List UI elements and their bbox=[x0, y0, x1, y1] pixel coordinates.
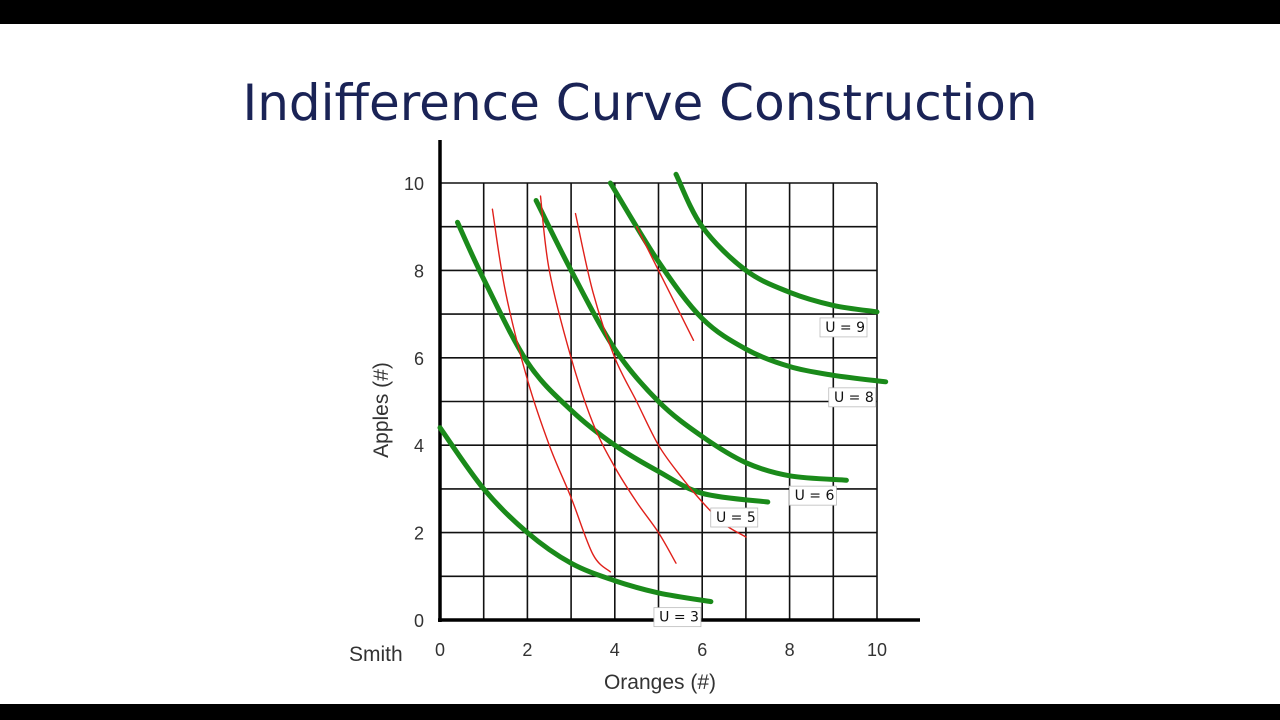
curve-label-box bbox=[819, 317, 868, 338]
x-axis-label: Oranges (#) bbox=[604, 671, 716, 694]
x-tick-label: 8 bbox=[785, 640, 795, 660]
y-tick-label: 2 bbox=[414, 524, 424, 544]
curve-label-text: U = 3 bbox=[659, 610, 699, 626]
curve-label-box bbox=[710, 507, 759, 528]
y-axis-label: Apples (#) bbox=[370, 362, 393, 458]
curve-label-text: U = 9 bbox=[825, 320, 865, 336]
sketch-curve bbox=[635, 226, 695, 341]
x-tick-label: 0 bbox=[435, 640, 445, 660]
curve-label-text: U = 5 bbox=[716, 510, 756, 526]
x-tick-label: 6 bbox=[697, 640, 707, 660]
indifference-curve bbox=[437, 425, 714, 605]
indifference-curve-label: U = 3 bbox=[653, 607, 702, 628]
y-tick-label: 10 bbox=[404, 174, 424, 194]
y-tick-label: 8 bbox=[414, 261, 424, 281]
slide-title: Indifference Curve Construction bbox=[242, 74, 1038, 132]
x-tick-label: 2 bbox=[522, 640, 532, 660]
curve-label-box bbox=[789, 485, 837, 506]
indifference-curve-label: U = 8 bbox=[828, 387, 877, 408]
sketch-curve bbox=[491, 208, 612, 573]
curve-label-box bbox=[828, 387, 877, 408]
subject-label: Smith bbox=[349, 643, 403, 666]
curve-label-box bbox=[653, 607, 702, 628]
chart-series-labels: U = 3 U = 5 U = 6 U = 8 U = 9 bbox=[653, 317, 877, 628]
indifference-curve-label: U = 9 bbox=[819, 317, 868, 338]
chart-axes bbox=[438, 140, 920, 622]
indifference-curve bbox=[533, 198, 849, 483]
x-tick-label: 4 bbox=[610, 640, 620, 660]
indifference-curve-label: U = 5 bbox=[710, 507, 759, 528]
y-tick-label: 6 bbox=[414, 349, 424, 369]
chart-tick-labels: 0 2 4 6 8 10 0 2 4 6 8 10 bbox=[404, 174, 887, 660]
indifference-curve-label: U = 6 bbox=[789, 485, 837, 506]
curve-label-text: U = 8 bbox=[834, 390, 874, 406]
indifference-curve bbox=[607, 180, 889, 385]
indifference-curve bbox=[673, 171, 880, 315]
y-tick-label: 4 bbox=[414, 436, 424, 456]
x-tick-label: 10 bbox=[867, 640, 887, 660]
y-tick-label: 0 bbox=[414, 611, 424, 631]
curve-label-text: U = 6 bbox=[795, 488, 835, 504]
sketch-curve bbox=[539, 195, 677, 564]
chart-series bbox=[437, 171, 889, 605]
indifference-curve bbox=[455, 219, 771, 505]
